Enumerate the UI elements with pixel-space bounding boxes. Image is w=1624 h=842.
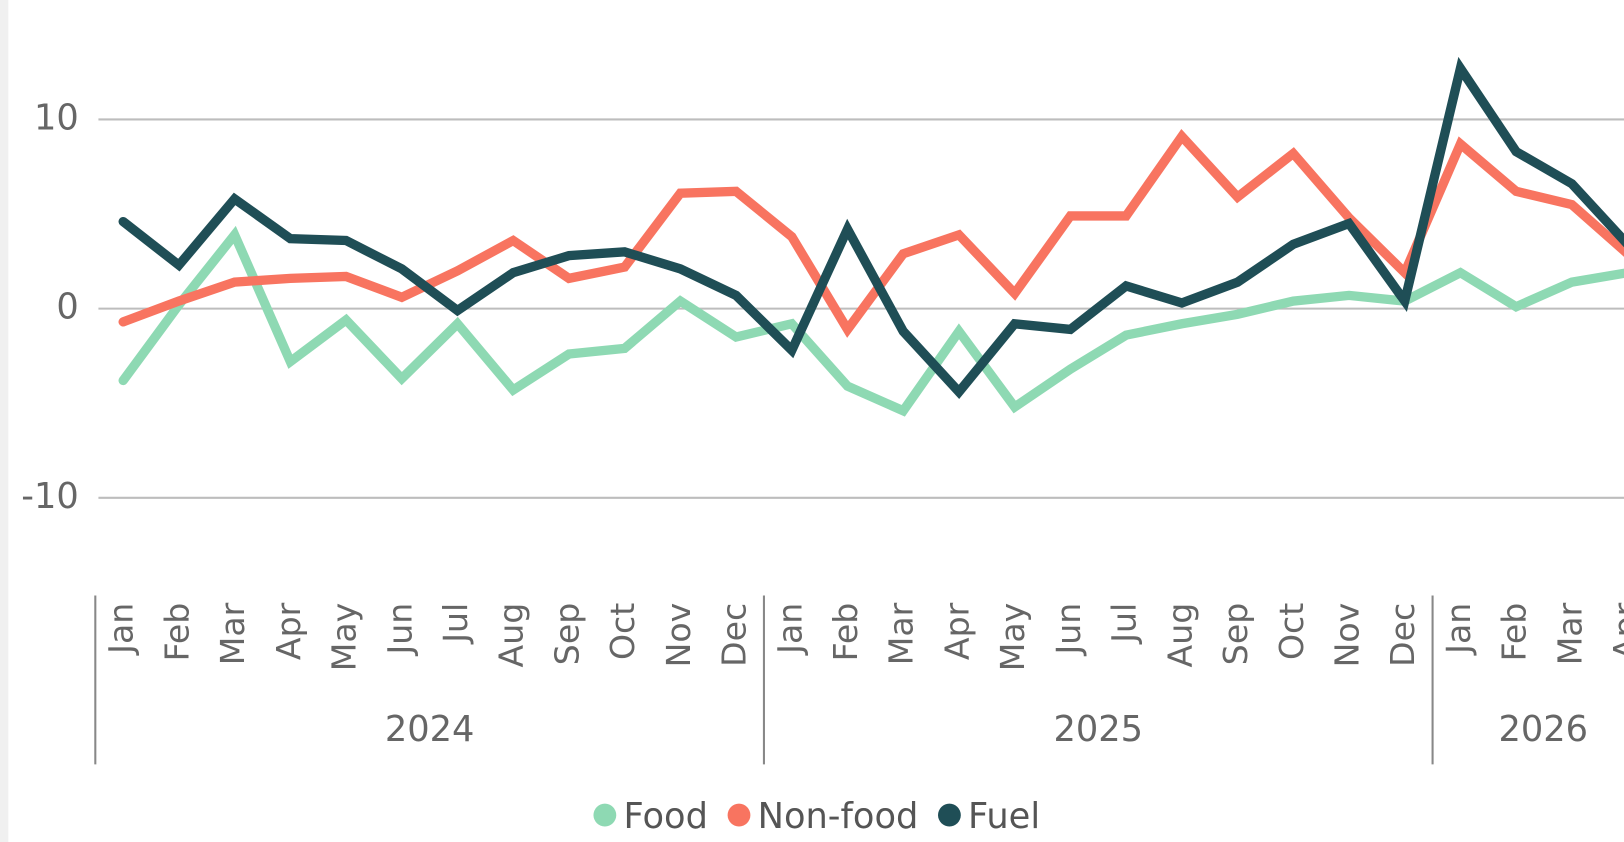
legend-marker [727,803,751,827]
x-tick-label: Dec [715,603,754,667]
x-tick-label: Jul [436,603,475,645]
x-tick-label: Jan [102,603,141,656]
legend-label: Non-food [758,796,919,837]
x-tick-label: Mar [882,602,921,665]
legend-marker [593,803,617,827]
x-tick-label: Mar [213,602,252,665]
x-tick-label: Jan [770,603,809,656]
x-tick-label: Jun [380,603,419,657]
x-tick-label: Sep [547,603,586,665]
x-tick-label: Dec [1383,603,1422,667]
plot: -10 0 10 Jan Feb Mar Apr May Jun Jul Aug Sep Oct Nov D… [21,56,1624,765]
x-tick-label: Aug [492,603,531,668]
x-tick-label: Jul [1105,603,1144,645]
y-tick-label: -10 [21,476,79,517]
x-group-label: 2026 [1498,709,1588,750]
x-tick-label: Nov [1327,603,1366,668]
x-tick-label: Feb [1495,603,1534,662]
x-tick-label: May [325,603,364,671]
series-line [118,225,1624,417]
x-group-label: 2024 [385,709,475,750]
x-tick-label: Mar [1550,602,1589,665]
series-line [118,56,1624,399]
x-tick-label: Oct [603,603,642,660]
left-edge [0,0,9,842]
x-group-label: 2025 [1053,709,1143,750]
legend-label: Fuel [968,796,1040,837]
x-tick-label: May [993,603,1032,671]
x-tick-label: Jun [1049,603,1088,657]
x-tick-label: Aug [1160,603,1199,668]
series-line [118,129,1624,338]
x-tick-label: Jan [1439,603,1478,656]
y-tick-label: 0 [56,287,78,328]
x-tick-label: Feb [826,603,865,662]
x-tick-label: Oct [1272,603,1311,660]
legend-label: Food [624,796,708,837]
x-tick-label: Feb [157,603,196,662]
x-tick-label: Nov [659,603,698,668]
x-tick-label: Apr [937,602,976,660]
y-tick-label: 10 [34,97,79,138]
x-tick-label: Apr [1606,602,1624,660]
legend-marker [938,803,961,827]
x-tick-label: Apr [269,602,308,660]
x-tick-label: Sep [1216,603,1255,665]
